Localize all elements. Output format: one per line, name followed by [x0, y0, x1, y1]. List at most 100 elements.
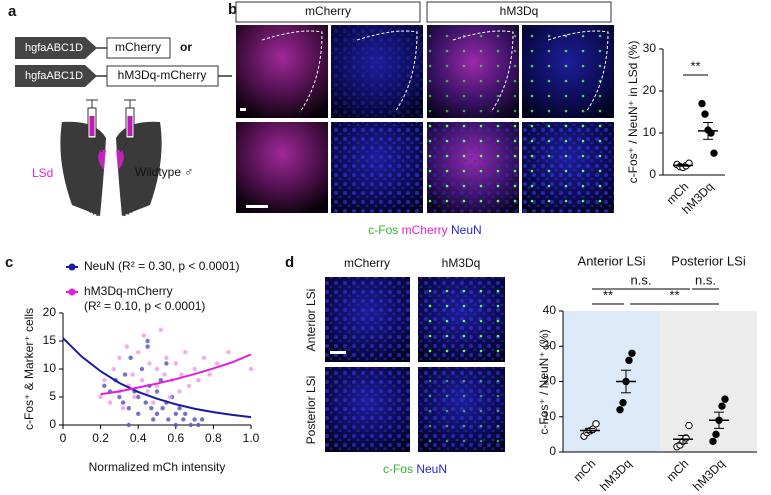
- data-point: [98, 394, 103, 400]
- data-point: [111, 366, 116, 372]
- data-point: [136, 350, 141, 355]
- y-tick-label: 20: [543, 374, 557, 388]
- data-point: [207, 372, 212, 377]
- y-tick-label: 40: [543, 303, 557, 317]
- data-point: [226, 350, 231, 355]
- data-point: [183, 411, 188, 416]
- data-point: [136, 394, 141, 400]
- x-tick-label: 1.0: [243, 431, 260, 445]
- caption-part: c-Fos: [383, 462, 413, 476]
- data-point: [143, 400, 148, 405]
- data-point: [177, 406, 182, 411]
- legend-name: hM3Dq-mCherry: [84, 284, 173, 298]
- data-point: [188, 422, 194, 428]
- micrographs: [325, 277, 505, 452]
- micrographs: [236, 25, 614, 213]
- significance-label: **: [603, 287, 613, 302]
- x-tick-label: mCh: [571, 456, 599, 484]
- data-point: [120, 406, 126, 411]
- group-label: Posterior LSi: [671, 253, 746, 268]
- column-header: [235, 1, 421, 23]
- significance-label: n.s.: [631, 272, 652, 287]
- row-label: Anterior LSi: [304, 289, 318, 352]
- gene-label: hM3Dq-mCherry: [118, 68, 207, 82]
- y-tick-label: 0: [549, 444, 556, 458]
- data-point: [102, 378, 107, 383]
- brain-schematic: [60, 99, 162, 217]
- x-tick-label: mCh: [664, 456, 692, 484]
- data-point: [701, 110, 709, 118]
- panel-label: d: [285, 254, 294, 271]
- data-point: [154, 366, 160, 372]
- data-point: [628, 349, 636, 357]
- data-point: [619, 398, 627, 407]
- data-point: [130, 372, 135, 377]
- data-point: [177, 389, 182, 394]
- y-tick-label: 10: [543, 409, 557, 423]
- data-point: [147, 361, 152, 366]
- legend-entry: NeuN (R² = 0.30, p < 0.0001): [84, 259, 239, 273]
- x-tick-label: 0.8: [205, 431, 222, 445]
- gene-box: [106, 37, 171, 59]
- caption: c-Fos mCherry NeuN: [368, 223, 481, 237]
- data-point: [718, 402, 726, 410]
- data-point: [625, 356, 633, 365]
- or-label: or: [180, 40, 192, 54]
- gene-box: [106, 65, 219, 87]
- data-point: [124, 344, 130, 349]
- x-tick-label: 0: [60, 431, 67, 445]
- group-label: Anterior LSi: [578, 253, 646, 268]
- data-point: [102, 383, 107, 388]
- data-point: [139, 378, 145, 383]
- x-tick-label: hM3Dq: [597, 456, 634, 493]
- legend-stat: (R² = 0.10, p < 0.0001): [84, 299, 205, 313]
- data-point: [712, 430, 720, 439]
- y-tick-label: 10: [643, 125, 657, 139]
- x-tick-label: 0.2: [92, 431, 109, 445]
- y-tick-label: 5: [49, 389, 56, 403]
- data-point: [192, 417, 197, 422]
- data-point: [167, 394, 173, 400]
- data-point: [145, 344, 150, 349]
- data-point: [181, 417, 186, 422]
- data-point: [173, 422, 178, 428]
- x-tick-label: 0.4: [130, 431, 147, 445]
- column-label: mCherry: [344, 256, 390, 270]
- significance-label: **: [690, 58, 700, 73]
- data-point: [721, 395, 729, 403]
- column-label: hM3Dq: [442, 256, 481, 270]
- data-point: [173, 411, 178, 416]
- panel-label: c: [5, 254, 13, 271]
- data-point: [248, 366, 254, 372]
- y-tick-label: 10: [43, 361, 57, 375]
- data-point: [158, 327, 163, 332]
- legend-name: NeuN: [84, 259, 115, 273]
- data-point: [151, 400, 156, 405]
- data-point: [616, 406, 624, 414]
- data-point: [685, 421, 693, 430]
- data-point: [145, 389, 150, 394]
- promoter-label: hgfaABC1D: [25, 70, 83, 82]
- panel-label: a: [8, 3, 17, 20]
- column-label: hM3Dq: [500, 4, 539, 18]
- region-label: LSd: [32, 166, 53, 180]
- promoter-label: hgfaABC1D: [25, 42, 83, 54]
- x-tick-label: hM3Dq: [690, 456, 727, 493]
- caption-part: NeuN: [416, 462, 447, 476]
- data-point: [162, 372, 167, 377]
- data-point: [592, 420, 600, 428]
- data-point: [201, 355, 207, 360]
- gene-label: mCherry: [115, 40, 161, 54]
- data-point: [117, 355, 122, 360]
- data-point: [107, 400, 113, 405]
- data-point: [186, 383, 192, 388]
- y-axis-label: c-Fos⁺ / NeuN⁺ in LSd (%): [626, 41, 640, 184]
- y-tick-label: 30: [643, 41, 657, 55]
- data-point: [710, 149, 718, 157]
- data-point: [154, 411, 160, 416]
- x-tick-label: 0.6: [167, 431, 184, 445]
- animal-label: Wildtype ♂: [135, 165, 193, 179]
- data-point: [199, 417, 205, 422]
- data-point: [122, 372, 128, 377]
